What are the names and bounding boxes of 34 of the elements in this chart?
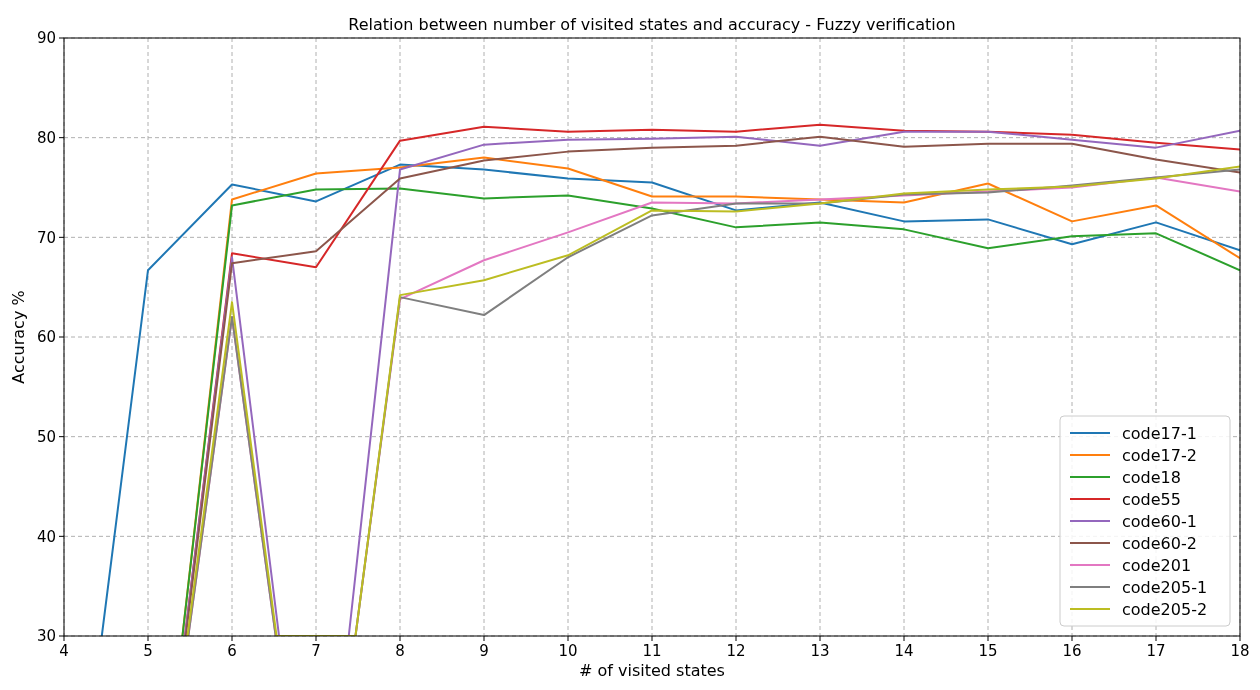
y-tick-label: 70 bbox=[36, 228, 56, 247]
x-tick-label: 18 bbox=[1230, 642, 1250, 660]
y-axis-title: Accuracy % bbox=[9, 290, 28, 384]
x-tick-label: 12 bbox=[726, 642, 746, 660]
legend-label: code205-2 bbox=[1122, 599, 1208, 619]
x-tick-label: 13 bbox=[810, 642, 830, 660]
x-tick-label: 17 bbox=[1146, 642, 1166, 660]
legend-label: code60-1 bbox=[1122, 511, 1197, 531]
y-tick-label: 50 bbox=[36, 427, 56, 446]
x-tick-label: 5 bbox=[143, 642, 153, 660]
x-tick-label: 15 bbox=[978, 642, 998, 660]
legend-label: code55 bbox=[1122, 489, 1181, 509]
x-axis-title: # of visited states bbox=[579, 661, 725, 680]
x-tick-label: 14 bbox=[894, 642, 914, 660]
legend-label: code201 bbox=[1122, 555, 1192, 575]
legend-label: code60-2 bbox=[1122, 533, 1197, 553]
x-tick-label: 6 bbox=[227, 642, 237, 660]
legend-label: code17-1 bbox=[1122, 423, 1197, 443]
legend-label: code17-2 bbox=[1122, 445, 1197, 465]
y-tick-label: 30 bbox=[36, 627, 56, 646]
legend-label: code205-1 bbox=[1122, 577, 1208, 597]
y-tick-label: 80 bbox=[36, 128, 56, 147]
x-tick-label: 4 bbox=[59, 642, 69, 660]
x-tick-label: 9 bbox=[479, 642, 489, 660]
y-tick-label: 60 bbox=[36, 328, 56, 347]
y-tick-label: 40 bbox=[36, 527, 56, 546]
y-tick-label: 90 bbox=[36, 29, 56, 48]
x-tick-label: 16 bbox=[1062, 642, 1082, 660]
legend-label: code18 bbox=[1122, 467, 1181, 487]
x-tick-label: 10 bbox=[558, 642, 578, 660]
chart-title: Relation between number of visited states and accuracy - Fuzzy verification bbox=[348, 15, 956, 34]
x-tick-label: 11 bbox=[642, 642, 662, 660]
x-tick-label: 8 bbox=[395, 642, 405, 660]
x-tick-label: 7 bbox=[311, 642, 321, 660]
